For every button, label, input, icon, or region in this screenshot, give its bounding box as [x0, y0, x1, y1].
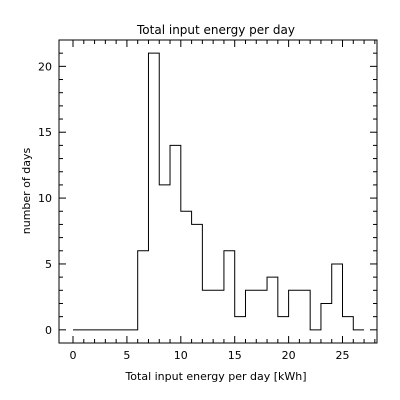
- histogram-bin: [245, 290, 256, 330]
- histogram-bin: [213, 290, 224, 330]
- y-tick-label: 0: [45, 324, 52, 337]
- histogram-bin: [202, 290, 213, 330]
- histogram-bin: [289, 290, 300, 330]
- x-tick-label: 10: [174, 349, 188, 362]
- axis-ticks: [59, 39, 377, 343]
- y-tick-labels: 0 5 10 15 20: [38, 60, 52, 336]
- histogram-bin: [159, 185, 170, 330]
- histogram-bin: [192, 224, 203, 329]
- plot-frame: [58, 39, 378, 344]
- y-tick-label: 20: [38, 60, 52, 73]
- histogram-bin: [224, 251, 235, 330]
- y-tick-label: 5: [45, 258, 52, 271]
- histogram-outline: [73, 52, 365, 331]
- histogram-bin: [278, 317, 289, 330]
- histogram-bin: [235, 317, 246, 330]
- histogram-bin: [299, 290, 310, 330]
- y-tick-label: 15: [38, 126, 52, 139]
- x-tick-label: 20: [282, 349, 296, 362]
- chart-title: Total input energy per day: [136, 23, 295, 37]
- histogram-bins: [138, 53, 354, 330]
- x-tick-label: 15: [228, 349, 242, 362]
- histogram-bin: [148, 53, 159, 330]
- x-tick-label: 0: [70, 349, 77, 362]
- histogram-bin: [138, 251, 149, 330]
- histogram-bin: [256, 290, 267, 330]
- histogram-bin: [321, 303, 332, 329]
- histogram-bin: [267, 277, 278, 330]
- y-axis-label: number of days: [20, 147, 33, 234]
- histogram-bin: [181, 211, 192, 330]
- histogram-bin: [332, 264, 343, 330]
- histogram-bin: [343, 317, 354, 330]
- x-tick-labels: 0 5 10 15 20 25: [70, 349, 350, 362]
- x-tick-label: 25: [336, 349, 350, 362]
- x-axis-label: Total input energy per day [kWh]: [124, 370, 306, 383]
- histogram-bin: [170, 145, 181, 329]
- y-tick-label: 10: [38, 192, 52, 205]
- x-tick-label: 5: [123, 349, 130, 362]
